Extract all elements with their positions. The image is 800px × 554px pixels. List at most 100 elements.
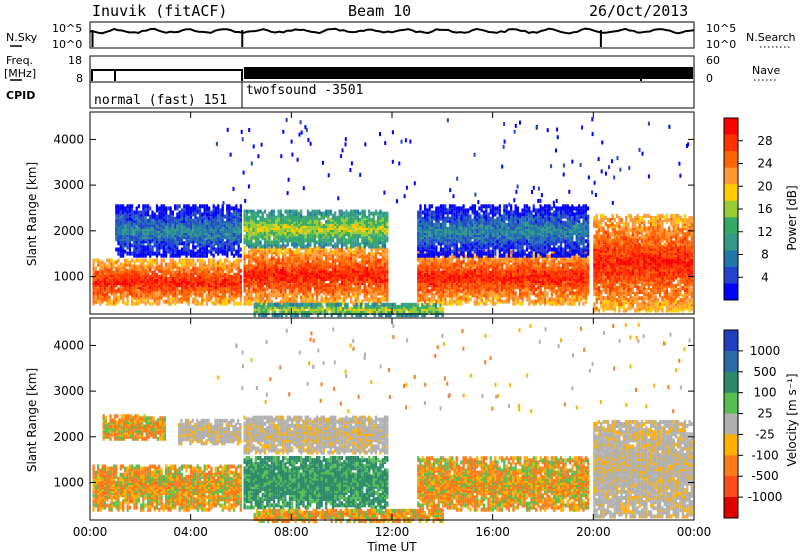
heatmap-cell [304, 299, 307, 304]
heatmap-cell [208, 239, 211, 244]
heatmap-cell [142, 210, 145, 215]
heatmap-cell [171, 266, 174, 271]
heatmap-cell [153, 283, 156, 288]
heatmap-cell [189, 291, 193, 296]
heatmap-cell [237, 283, 240, 288]
heatmap-cell [165, 277, 168, 281]
heatmap-cell [194, 235, 197, 240]
heatmap-cell [343, 281, 346, 286]
heatmap-cell [232, 291, 236, 296]
heatmap-cell [126, 299, 129, 304]
heatmap-cell [288, 277, 291, 281]
heatmap-cell [185, 277, 188, 281]
heatmap-cell [414, 302, 417, 307]
heatmap-cell [162, 212, 165, 217]
heatmap-cell [117, 206, 120, 211]
heatmap-cell [259, 281, 262, 286]
power-cells [92, 117, 693, 318]
heatmap-cell [203, 260, 206, 265]
heatmap-cell [320, 295, 323, 300]
heatmap-cell [217, 239, 220, 244]
heatmap-cell [325, 295, 328, 300]
heatmap-cell [214, 216, 217, 221]
heatmap-cell [270, 283, 273, 288]
heatmap-cell [248, 250, 251, 255]
heatmap-cell [126, 224, 129, 229]
heatmap-cell [122, 231, 125, 236]
heatmap-cell [383, 234, 387, 239]
heatmap-cell [203, 253, 206, 258]
heatmap-cell [377, 215, 380, 220]
heatmap-cell [155, 272, 159, 277]
heatmap-cell [230, 235, 233, 240]
heatmap-cell [325, 287, 328, 292]
heatmap-cell [217, 283, 220, 288]
heatmap-cell [368, 217, 371, 222]
heatmap-cell [214, 231, 217, 236]
heatmap-cell [119, 235, 122, 240]
heatmap-cell [155, 258, 159, 263]
heatmap-cell [379, 297, 382, 302]
heatmap-cell [383, 254, 387, 259]
heatmap-cell [160, 295, 163, 300]
heatmap-cell [304, 277, 307, 281]
heatmap-cell [124, 268, 127, 273]
heatmap-cell [291, 250, 294, 255]
heatmap-cell [194, 239, 197, 244]
heatmap-cell [372, 217, 375, 222]
heatmap-cell [254, 262, 257, 267]
heatmap-cell [316, 272, 319, 277]
heatmap-cell [322, 268, 325, 273]
heatmap-cell [424, 285, 427, 290]
heatmap-cell [252, 277, 255, 281]
heatmap-cell [304, 252, 307, 257]
heatmap-cell [237, 231, 240, 236]
heatmap-cell [119, 281, 122, 286]
nave-tick-bottom: 0 [706, 72, 713, 85]
heatmap-cell [322, 264, 325, 269]
heatmap-cell [357, 304, 360, 309]
heatmap-cell [155, 206, 159, 211]
heatmap-cell [187, 210, 190, 215]
heatmap-cell [185, 299, 188, 304]
heatmap-cell [183, 214, 186, 219]
heatmap-cell [140, 220, 143, 225]
heatmap-cell [94, 291, 97, 296]
heatmap-cell [254, 295, 257, 300]
heatmap-cell [221, 291, 224, 296]
heatmap-cell [304, 295, 307, 300]
heatmap-cell [183, 241, 186, 246]
heatmap-cell [316, 246, 319, 251]
heatmap-cell [275, 252, 278, 257]
heatmap-cell [228, 224, 231, 229]
heatmap-cell [108, 299, 111, 304]
heatmap-cell [325, 283, 328, 288]
heatmap-cell [311, 258, 314, 263]
heatmap-cell [180, 277, 184, 281]
heatmap-cell [221, 281, 224, 286]
heatmap-cell [205, 247, 208, 252]
heatmap-cell [377, 297, 380, 302]
heatmap-cell [245, 301, 248, 306]
heatmap-cell [133, 266, 136, 271]
heatmap-cell [149, 268, 152, 273]
heatmap-cell [221, 295, 224, 300]
heatmap-cell [131, 299, 134, 304]
heatmap-cell [259, 209, 262, 214]
heatmap-cell [137, 229, 140, 233]
heatmap-cell [192, 291, 195, 296]
heatmap-cell [189, 283, 193, 288]
heatmap-cell [268, 283, 271, 288]
heatmap-cell [162, 237, 165, 242]
heatmap-cell [106, 287, 109, 292]
heatmap-cell [273, 264, 276, 269]
heatmap-cell [151, 224, 154, 229]
heatmap-cell [124, 301, 127, 306]
heatmap-cell [379, 240, 382, 245]
heatmap-cell [285, 302, 288, 307]
heatmap-cell [426, 293, 429, 298]
heatmap-cell [293, 287, 296, 292]
heatmap-cell [235, 283, 238, 288]
heatmap-cell [320, 268, 323, 273]
heatmap-cell [112, 262, 116, 267]
